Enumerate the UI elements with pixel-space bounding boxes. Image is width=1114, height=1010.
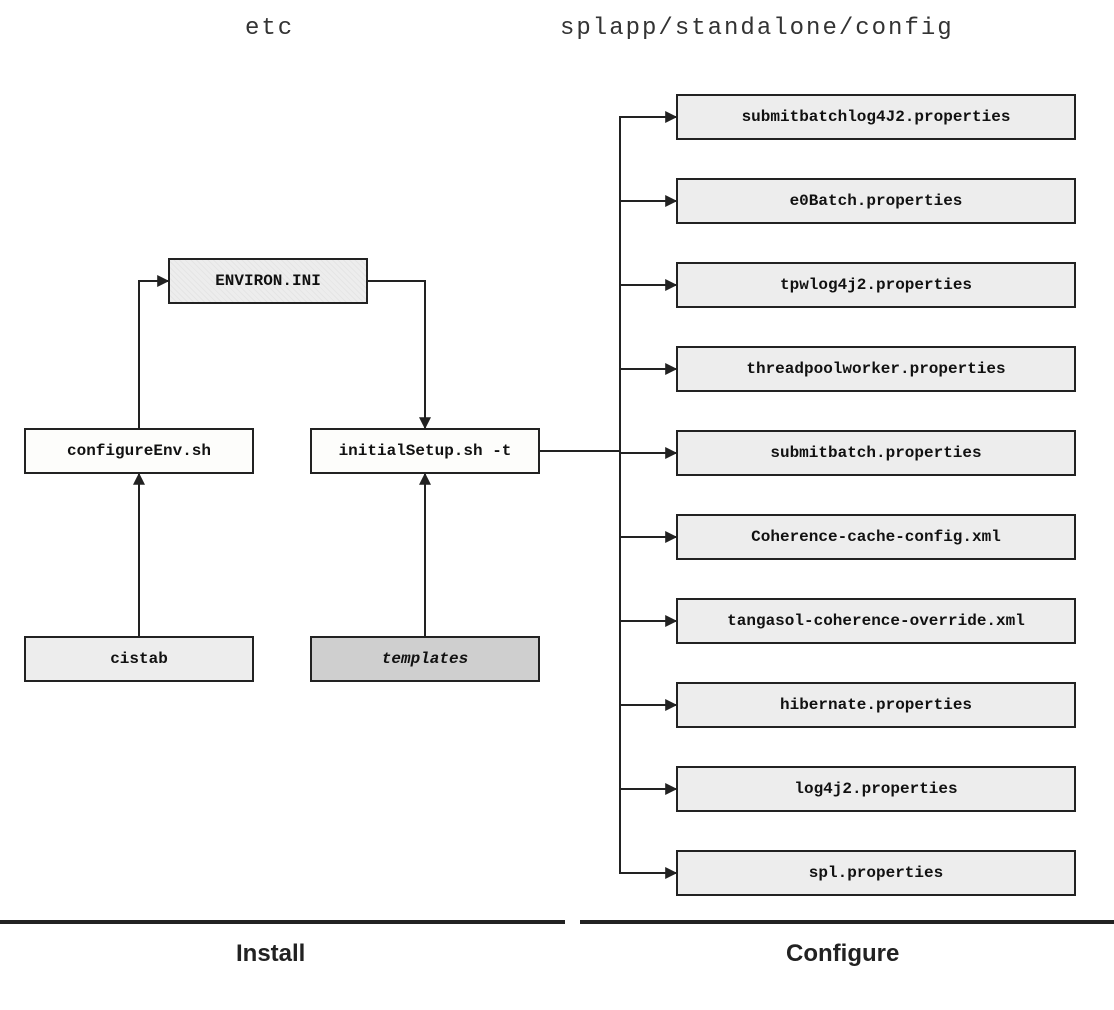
node-output-6: tangasol-coherence-override.xml — [676, 598, 1076, 644]
section-label-configure: Configure — [786, 940, 899, 968]
section-bar-configure — [580, 920, 1114, 924]
node-cistab: cistab — [24, 636, 254, 682]
node-output-2: tpwlog4j2.properties — [676, 262, 1076, 308]
header-etc: etc — [245, 15, 294, 42]
section-bar-install — [0, 920, 565, 924]
node-output-8: log4j2.properties — [676, 766, 1076, 812]
node-templates: templates — [310, 636, 540, 682]
diagram-canvas: etc splapp/standalone/config configureEn… — [0, 0, 1114, 1010]
node-output-1: e0Batch.properties — [676, 178, 1076, 224]
node-output-9: spl.properties — [676, 850, 1076, 896]
node-output-0: submitbatchlog4J2.properties — [676, 94, 1076, 140]
node-output-3: threadpoolworker.properties — [676, 346, 1076, 392]
section-label-install: Install — [236, 940, 305, 968]
node-environ: ENVIRON.INI — [168, 258, 368, 304]
node-configureenv: configureEnv.sh — [24, 428, 254, 474]
header-splapp: splapp/standalone/config — [560, 15, 954, 42]
node-output-7: hibernate.properties — [676, 682, 1076, 728]
node-output-5: Coherence-cache-config.xml — [676, 514, 1076, 560]
node-output-4: submitbatch.properties — [676, 430, 1076, 476]
node-initialsetup: initialSetup.sh -t — [310, 428, 540, 474]
